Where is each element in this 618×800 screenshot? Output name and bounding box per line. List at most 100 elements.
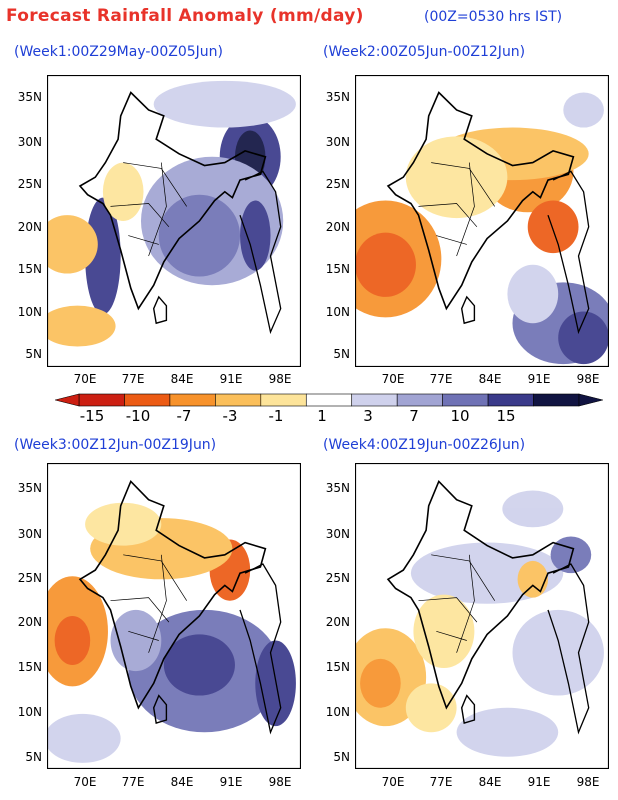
state-boundary — [148, 162, 167, 257]
colorbar-swatch — [169, 393, 216, 407]
lat-label: 35N — [17, 481, 42, 495]
lat-label: 5N — [25, 750, 42, 764]
lat-label: 10N — [17, 705, 42, 719]
colorbar-swatch — [305, 393, 353, 407]
lon-label: 98E — [576, 372, 600, 386]
lat-label: 20N — [17, 220, 42, 234]
lat-label: 35N — [325, 90, 350, 104]
lat-label: 20N — [325, 220, 350, 234]
india-coastline — [78, 91, 267, 311]
panel-title-week1: (Week1:00Z29May-00Z05Jun) — [14, 44, 223, 60]
anomaly-region — [558, 311, 609, 365]
lon-label: 98E — [268, 372, 292, 386]
anomaly-region — [47, 305, 116, 347]
anomaly-region — [240, 200, 271, 271]
india-coastline — [386, 91, 575, 311]
anomaly-region — [47, 215, 98, 274]
colorbar-swatch — [487, 393, 534, 407]
anomaly-region — [85, 502, 162, 546]
lat-label: 15N — [17, 660, 42, 674]
anomaly-shading — [47, 502, 296, 763]
lon-label: 77E — [429, 372, 453, 386]
anomaly-region — [550, 536, 592, 574]
map-panel-week1 — [47, 75, 301, 367]
colorbar-label: -10 — [125, 407, 151, 425]
panel-frame — [47, 463, 301, 769]
sri-lanka-coastline — [460, 694, 476, 725]
lon-label: 98E — [576, 775, 600, 789]
panel-frame — [355, 463, 609, 769]
anomaly-shading — [355, 92, 609, 365]
anomaly-region — [54, 616, 91, 665]
state-boundary — [436, 235, 467, 245]
sri-lanka-coastline — [152, 295, 168, 325]
map-title: Forecast Rainfall Anomaly (mm/day) — [6, 6, 364, 26]
lat-label: 10N — [17, 305, 42, 319]
lat-label: 15N — [325, 262, 350, 276]
colorbar-label: 7 — [409, 407, 419, 425]
lat-label: 15N — [325, 660, 350, 674]
colorbar-low-arrow — [55, 393, 80, 407]
map-panel-week3 — [47, 463, 301, 769]
anomaly-region — [405, 683, 457, 733]
anomaly-region — [110, 609, 162, 672]
map-panel-week4 — [355, 463, 609, 769]
lat-label: 20N — [17, 615, 42, 629]
lon-label: 77E — [429, 775, 453, 789]
anomaly-region — [85, 197, 121, 315]
state-boundary — [456, 162, 475, 257]
colorbar-swatch — [396, 393, 443, 407]
state-boundary — [123, 554, 187, 601]
colorbar-label: -3 — [222, 407, 238, 425]
panel-title-week2: (Week2:00Z05Jun-00Z12Jun) — [323, 44, 526, 60]
lat-label: 35N — [17, 90, 42, 104]
panel-frame — [355, 75, 609, 367]
panel-frame — [47, 75, 301, 367]
colorbar-label: 1 — [317, 407, 327, 425]
lon-label: 84E — [478, 775, 502, 789]
lat-label: 25N — [325, 571, 350, 585]
lon-label: 70E — [73, 372, 97, 386]
lat-label: 10N — [325, 305, 350, 319]
time-zone-note: (00Z=0530 hrs IST) — [424, 9, 563, 25]
lon-label: 77E — [121, 372, 145, 386]
lon-label: 91E — [527, 775, 551, 789]
lat-label: 30N — [325, 527, 350, 541]
colorbar-label: -1 — [268, 407, 284, 425]
colorbar-high-arrow — [578, 393, 603, 407]
anomaly-region — [405, 136, 508, 219]
lon-label: 84E — [170, 775, 194, 789]
colorbar-swatch — [442, 393, 489, 407]
state-boundary — [128, 235, 159, 245]
state-boundary — [436, 630, 467, 641]
colorbar-label: -7 — [176, 407, 192, 425]
lat-label: 20N — [325, 615, 350, 629]
lat-label: 30N — [325, 135, 350, 149]
myanmar-border — [239, 563, 282, 735]
myanmar-border — [239, 170, 282, 335]
lat-label: 5N — [333, 347, 350, 361]
myanmar-border — [547, 563, 590, 735]
lat-label: 30N — [17, 135, 42, 149]
lat-label: 5N — [333, 750, 350, 764]
lon-label: 70E — [381, 775, 405, 789]
lon-label: 70E — [73, 775, 97, 789]
state-boundary — [431, 554, 495, 601]
india-coastline — [386, 479, 575, 710]
colorbar-swatch — [78, 393, 125, 407]
lon-label: 91E — [527, 372, 551, 386]
colorbar-swatch — [124, 393, 171, 407]
lon-label: 77E — [121, 775, 145, 789]
lat-label: 25N — [325, 177, 350, 191]
panel-title-week4: (Week4:00Z19Jun-00Z26Jun) — [323, 437, 526, 453]
lon-label: 91E — [219, 775, 243, 789]
state-boundary — [431, 162, 495, 207]
sri-lanka-coastline — [152, 694, 168, 725]
lon-label: 70E — [381, 372, 405, 386]
state-boundary — [148, 554, 167, 653]
lon-label: 98E — [268, 775, 292, 789]
colorbar-swatch — [351, 393, 398, 407]
lat-label: 30N — [17, 527, 42, 541]
map-panel-week2 — [355, 75, 609, 367]
lon-label: 91E — [219, 372, 243, 386]
